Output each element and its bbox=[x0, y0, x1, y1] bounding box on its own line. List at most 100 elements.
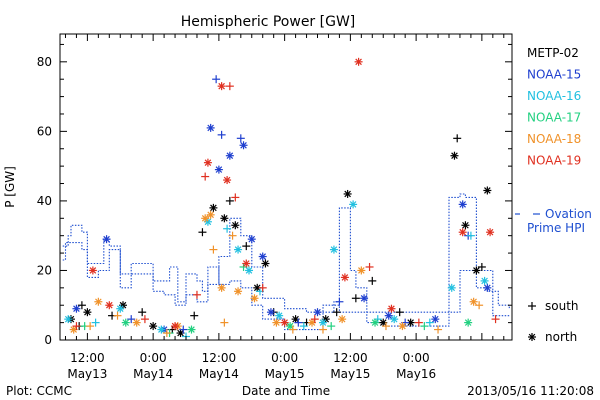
data-point-noaa-17-north bbox=[187, 325, 196, 334]
data-point-noaa-18-south bbox=[209, 245, 218, 254]
data-point-noaa-16-north bbox=[64, 315, 73, 324]
y-axis-label: P [GW] bbox=[3, 166, 17, 208]
marker-stroke bbox=[319, 319, 327, 326]
data-point-noaa-19-south bbox=[414, 318, 423, 327]
marker-stroke bbox=[448, 284, 456, 292]
plot-frame bbox=[59, 33, 513, 341]
marker-stroke bbox=[226, 152, 234, 160]
marker-stroke bbox=[481, 277, 488, 285]
data-point-metp-02-north bbox=[343, 189, 352, 198]
data-point-noaa-19-north bbox=[217, 82, 226, 91]
legend: METP-02 NOAA-15 NOAA-16 NOAA-17 NOAA-18 NOAA-… bbox=[515, 46, 592, 344]
marker-stroke bbox=[528, 333, 536, 341]
data-point-noaa-15-north bbox=[360, 294, 369, 303]
marker-stroke bbox=[158, 326, 165, 333]
data-point-metp-02-north bbox=[149, 322, 158, 331]
data-point-noaa-16-north bbox=[447, 283, 456, 292]
data-point-noaa-15-north bbox=[431, 315, 440, 324]
data-point-metp-02-south bbox=[477, 262, 486, 271]
x-tick-label-time: 0:00 bbox=[271, 351, 298, 365]
data-point-noaa-15-south bbox=[212, 75, 221, 84]
marker-stroke bbox=[64, 315, 72, 323]
x-tick-label-date: May15 bbox=[265, 367, 305, 381]
y-tick-label: 80 bbox=[37, 55, 52, 69]
data-point-noaa-18-south bbox=[318, 325, 327, 334]
marker-stroke bbox=[262, 260, 269, 267]
data-point-metp-02-south bbox=[198, 228, 207, 237]
data-point-metp-02-north bbox=[450, 151, 459, 160]
marker-stroke bbox=[106, 301, 113, 309]
data-point-noaa-15-south bbox=[127, 315, 136, 324]
data-point-noaa-15-north bbox=[206, 123, 215, 132]
data-point-metp-02-north bbox=[483, 186, 492, 195]
data-point-noaa-18-north bbox=[69, 325, 78, 334]
data-point-noaa-16-south bbox=[91, 318, 100, 327]
data-point-noaa-15-north bbox=[483, 283, 492, 292]
legend-series-noaa-16: NOAA-16 bbox=[527, 89, 581, 103]
data-point-noaa-16-north bbox=[234, 245, 243, 254]
data-point-noaa-19-south bbox=[310, 315, 319, 324]
data-point-noaa-18-south bbox=[288, 325, 297, 334]
data-point-metp-02-north bbox=[220, 214, 229, 223]
data-point-noaa-15-north bbox=[247, 235, 256, 244]
marks-layer bbox=[64, 57, 500, 341]
data-point-noaa-19-south bbox=[231, 193, 240, 202]
data-point-noaa-18-south bbox=[475, 301, 484, 310]
legend-marker-north bbox=[528, 333, 536, 341]
data-point-noaa-16-north bbox=[116, 304, 125, 313]
data-point-noaa-18-south bbox=[113, 311, 122, 320]
marker-stroke bbox=[103, 235, 110, 243]
x-tick-label-time: 12:00 bbox=[333, 351, 368, 365]
marker-stroke bbox=[484, 284, 491, 292]
data-point-noaa-19-south bbox=[258, 283, 267, 292]
data-point-noaa-16-north bbox=[245, 266, 254, 275]
data-point-noaa-17-north bbox=[121, 318, 130, 327]
marker-stroke bbox=[459, 201, 466, 208]
marker-stroke bbox=[133, 319, 141, 326]
data-point-noaa-19-north bbox=[387, 304, 396, 313]
data-point-metp-02-south bbox=[77, 301, 86, 310]
data-point-noaa-18-south bbox=[220, 318, 229, 327]
data-point-noaa-18-south bbox=[381, 322, 390, 331]
data-point-noaa-19-north bbox=[242, 259, 251, 268]
marker-stroke bbox=[407, 319, 414, 326]
marker-stroke bbox=[177, 329, 184, 337]
marker-stroke bbox=[308, 319, 316, 326]
data-point-noaa-19-north bbox=[88, 266, 97, 275]
data-point-metp-02-south bbox=[242, 242, 251, 251]
marker-stroke bbox=[464, 319, 472, 326]
marker-stroke bbox=[281, 319, 288, 326]
marker-stroke bbox=[292, 315, 299, 323]
data-point-noaa-15-north bbox=[266, 308, 275, 317]
data-point-noaa-15-north bbox=[225, 151, 234, 160]
marker-stroke bbox=[399, 322, 406, 330]
x-tick-label-time: 12:00 bbox=[70, 351, 105, 365]
marker-stroke bbox=[95, 298, 102, 306]
legend-series-noaa-19: NOAA-19 bbox=[527, 154, 581, 168]
marker-stroke bbox=[215, 166, 223, 173]
data-point-noaa-16-north bbox=[157, 325, 166, 334]
y-tick-label: 20 bbox=[37, 263, 52, 277]
marker-stroke bbox=[330, 246, 338, 253]
data-point-noaa-16-north bbox=[480, 276, 489, 285]
data-point-metp-02-south bbox=[332, 308, 341, 317]
x-tick-label-date: May14 bbox=[199, 367, 239, 381]
data-point-noaa-15-north bbox=[258, 252, 267, 261]
data-point-noaa-19-north bbox=[203, 158, 212, 167]
data-point-noaa-19-south bbox=[140, 315, 149, 324]
marker-stroke bbox=[234, 246, 242, 253]
data-point-noaa-17-north bbox=[464, 318, 473, 327]
marker-stroke bbox=[358, 267, 365, 274]
legend-marker-south bbox=[528, 302, 536, 310]
data-point-noaa-19-south bbox=[365, 262, 374, 271]
marker-stroke bbox=[149, 322, 157, 330]
data-point-noaa-19-north bbox=[223, 176, 232, 185]
data-point-noaa-19-south bbox=[72, 322, 81, 331]
y-axis: 0 20 40 60 80 bbox=[37, 43, 512, 347]
marker-stroke bbox=[218, 284, 225, 292]
marker-stroke bbox=[70, 326, 78, 333]
data-point-metp-02-south bbox=[190, 311, 199, 320]
marker-stroke bbox=[486, 228, 494, 236]
data-point-noaa-16-north bbox=[349, 200, 358, 209]
